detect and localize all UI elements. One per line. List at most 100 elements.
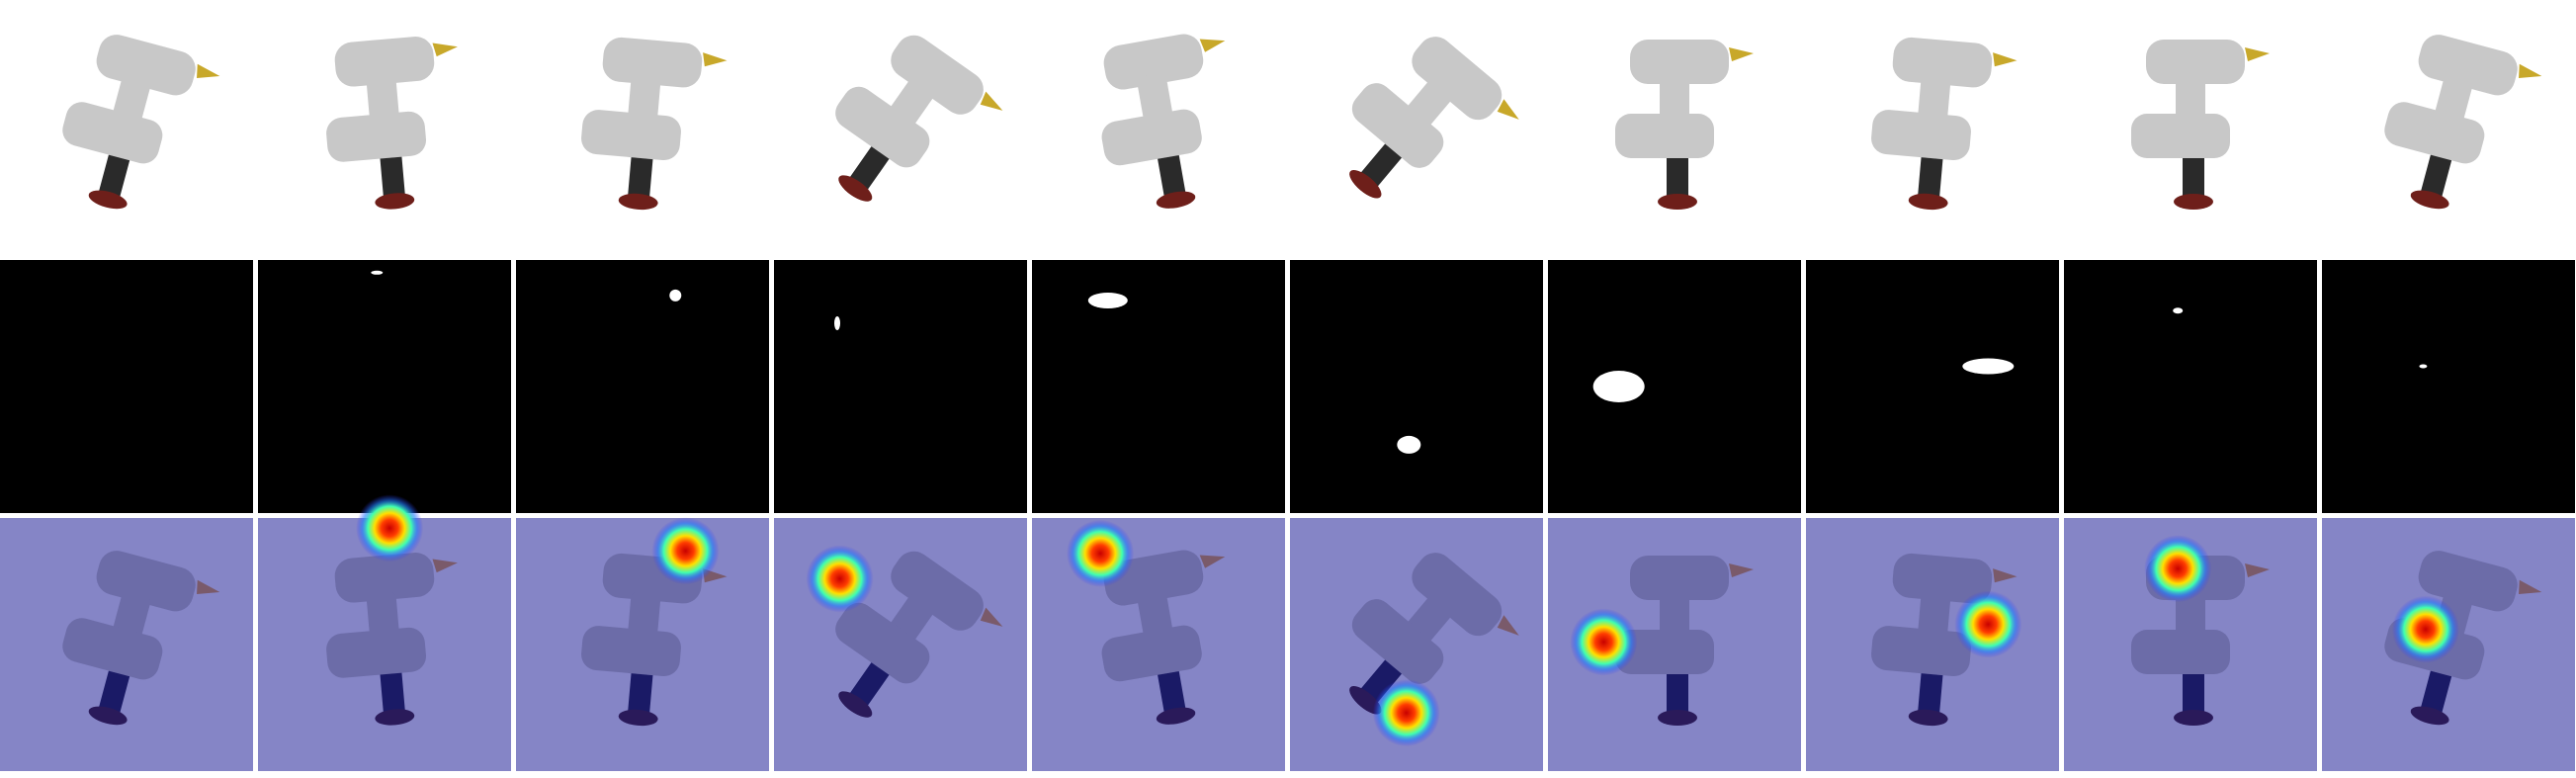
heatmap-cell — [1548, 518, 1801, 771]
gripper — [1349, 553, 1519, 715]
mask-cell — [2064, 260, 2317, 513]
render-cell — [258, 0, 511, 255]
gripper-leg — [628, 673, 653, 715]
gripper-lower — [62, 618, 163, 680]
gripper-base — [375, 709, 415, 726]
gripper-tip — [703, 52, 728, 67]
gripper-top — [2418, 551, 2518, 612]
gripper-base — [1658, 710, 1697, 726]
gripper-neck — [113, 73, 150, 126]
gripper-top — [891, 551, 984, 631]
render-cell — [1290, 0, 1543, 255]
gripper-lower — [62, 102, 163, 164]
gripper-lower — [581, 626, 681, 677]
gripper-base — [375, 193, 415, 210]
heat-spot — [2391, 595, 2459, 663]
gripper-lower — [581, 110, 681, 161]
cell-bg — [516, 260, 769, 513]
gripper-lower — [1351, 599, 1444, 684]
gripper-top — [96, 551, 196, 612]
gripper-base — [88, 190, 128, 210]
gripper-lower — [2384, 102, 2485, 164]
gripper-tip — [1993, 52, 2018, 67]
gripper-leg — [848, 146, 890, 192]
gripper-base — [1908, 193, 1948, 211]
gripper-leg — [1158, 670, 1186, 715]
gripper-base — [1156, 707, 1196, 725]
mask-cell — [2322, 260, 2575, 513]
gripper-leg — [2183, 158, 2204, 198]
mask-blob — [1962, 358, 2015, 375]
gripper-tip — [980, 607, 1003, 627]
gripper-lower — [1101, 625, 1202, 682]
heatmap-cell — [2064, 518, 2317, 771]
mask-cell — [774, 260, 1027, 513]
gripper — [1615, 556, 1754, 726]
gripper — [1871, 553, 2018, 727]
gripper-lower — [2131, 630, 2230, 674]
render-cell — [2064, 0, 2317, 255]
gripper — [1615, 40, 1754, 210]
gripper-leg — [848, 662, 890, 708]
heatmap-cell — [258, 494, 511, 771]
gripper-lower — [326, 627, 427, 678]
gripper-tip — [1729, 563, 1754, 577]
cell-bg — [2322, 260, 2575, 513]
heatmap-cell — [1290, 518, 1543, 771]
gripper-base — [1156, 191, 1196, 209]
gripper-base — [838, 691, 873, 718]
cell-bg — [1290, 260, 1543, 513]
gripper-neck — [1660, 74, 1689, 124]
gripper-lower — [326, 111, 427, 162]
gripper-base — [1658, 194, 1697, 210]
gripper-neck — [1137, 73, 1173, 125]
gripper-lower — [1615, 114, 1714, 158]
heatmap-cell — [516, 517, 769, 771]
heatmap-cell — [1032, 518, 1285, 771]
mask-cell — [1032, 260, 1285, 513]
gripper-neck — [628, 73, 661, 125]
gripper-leg — [2420, 154, 2452, 199]
gripper — [62, 35, 220, 210]
cell-bg — [1806, 260, 2059, 513]
gripper-top — [602, 37, 703, 88]
heat-spot — [2144, 535, 2212, 603]
gripper-base — [838, 175, 873, 202]
gripper-neck — [1918, 589, 1951, 641]
render-cell — [2322, 0, 2575, 255]
heatmap-cell — [774, 518, 1027, 771]
gripper-neck — [1137, 589, 1173, 641]
gripper-base — [618, 709, 658, 727]
gripper-top — [2146, 40, 2245, 84]
mask-blob — [669, 289, 682, 302]
mask-cell — [1806, 260, 2059, 513]
gripper-tip — [1993, 568, 2018, 583]
heat-spot — [356, 494, 424, 562]
gripper-top — [1630, 40, 1729, 84]
gripper-leg — [1667, 158, 1688, 198]
cell-bg — [774, 260, 1027, 513]
gripper — [1349, 37, 1519, 199]
gripper-top — [96, 35, 196, 96]
gripper-tip — [980, 91, 1003, 111]
gripper-tip — [1199, 555, 1226, 568]
gripper-tip — [1497, 615, 1519, 636]
gripper-leg — [1918, 157, 1943, 199]
heat-spot — [1372, 679, 1440, 747]
cell-bg — [1548, 260, 1801, 513]
gripper-top — [1892, 37, 1993, 88]
gripper — [2131, 40, 2270, 210]
mask-cell — [1548, 260, 1801, 513]
gripper-leg — [1667, 674, 1688, 714]
gripper-base — [2174, 710, 2213, 726]
gripper-tip — [2245, 563, 2270, 577]
gripper-neck — [366, 589, 399, 641]
gripper-lower — [1871, 626, 1971, 677]
mask-blob — [2173, 307, 2184, 314]
gripper — [326, 37, 458, 210]
gripper-leg — [1359, 143, 1403, 189]
render-cell — [0, 0, 253, 255]
gripper — [1101, 34, 1226, 209]
gripper-lower — [2131, 114, 2230, 158]
